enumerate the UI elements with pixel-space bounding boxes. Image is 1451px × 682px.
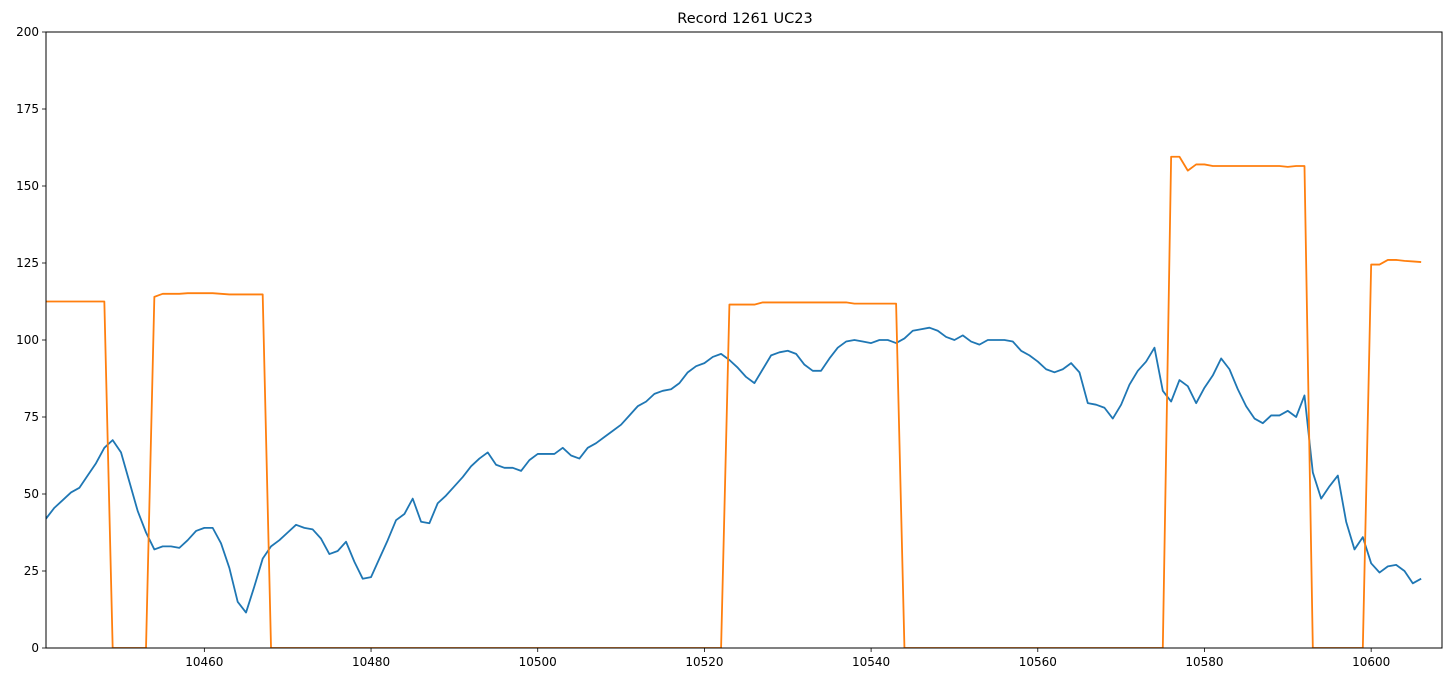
plot-area [46, 155, 1422, 648]
series-line-2 [46, 155, 1422, 648]
y-tick-label: 125 [16, 256, 39, 270]
y-tick-label: 75 [24, 410, 39, 424]
y-axis: 0 25 50 75 100 125 150 175 200 [16, 25, 46, 655]
x-tick-label: 10600 [1352, 655, 1390, 669]
y-tick-label: 25 [24, 564, 39, 578]
y-tick-label: 175 [16, 102, 39, 116]
series-line-1 [46, 326, 1422, 614]
y-tick-label: 0 [31, 641, 39, 655]
x-tick-label: 10520 [685, 655, 723, 669]
x-tick-label: 10480 [352, 655, 390, 669]
x-tick-label: 10560 [1019, 655, 1057, 669]
plot-frame [45, 31, 1443, 649]
y-tick-label: 200 [16, 25, 39, 39]
x-tick-label: 10580 [1185, 655, 1223, 669]
chart-title: Record 1261 UC23 [677, 11, 812, 27]
y-tick-label: 50 [24, 487, 39, 501]
y-tick-label: 150 [16, 179, 39, 193]
x-tick-label: 10540 [852, 655, 890, 669]
x-tick-label: 10460 [185, 655, 223, 669]
y-tick-label: 100 [16, 333, 39, 347]
x-tick-label: 10500 [519, 655, 557, 669]
x-axis: 10460 10480 10500 10520 10540 10560 10580 10600 [185, 648, 1390, 669]
